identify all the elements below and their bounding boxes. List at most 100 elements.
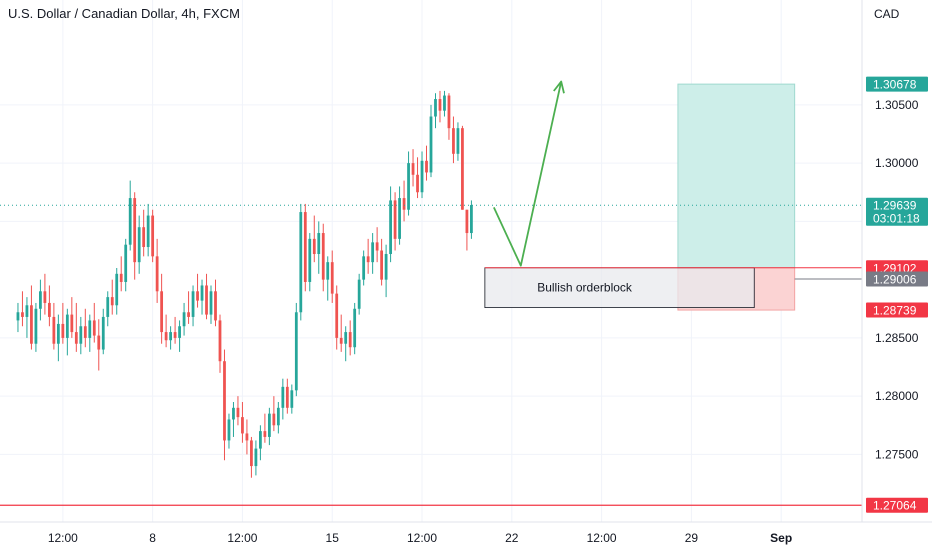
candle-body xyxy=(61,323,65,338)
candle-body xyxy=(83,326,87,338)
candle-body xyxy=(218,320,222,362)
candle-body xyxy=(425,160,428,173)
price-tag xyxy=(866,197,928,226)
candle-body xyxy=(16,312,20,321)
candle-body xyxy=(348,332,352,348)
x-tick-label: 15 xyxy=(326,531,340,545)
candle-body xyxy=(335,293,339,338)
candle-body xyxy=(389,200,392,255)
price-tags: 1.306781.2963903:01:181.291021.290061.28… xyxy=(866,76,928,513)
orderblock-label: Bullish orderblock xyxy=(537,281,633,295)
candle-body xyxy=(236,407,240,418)
candle-body xyxy=(133,198,137,263)
candle-body xyxy=(191,291,195,317)
candle-body xyxy=(380,250,384,280)
candle-body xyxy=(128,198,132,245)
candle-body xyxy=(443,95,446,111)
candle-body xyxy=(241,417,244,434)
candle-body xyxy=(429,116,433,173)
candle-body xyxy=(393,200,397,239)
candle-body xyxy=(97,335,101,350)
annotation-overlay xyxy=(493,80,565,267)
x-tick-label: 12:00 xyxy=(227,531,257,545)
candle-body xyxy=(200,285,204,301)
candle-body xyxy=(434,99,437,117)
candle-body xyxy=(398,198,401,239)
candle-body xyxy=(106,297,110,317)
candle-body xyxy=(21,312,24,317)
candles xyxy=(16,90,473,478)
candle-body xyxy=(353,308,357,348)
price-tag xyxy=(866,302,928,318)
candle-body xyxy=(263,431,267,437)
candle-body xyxy=(357,279,361,309)
arrow-head xyxy=(553,80,565,94)
candle-body xyxy=(465,209,469,234)
orderblock-box xyxy=(484,267,755,309)
annotation-zones: Bullish orderblock xyxy=(484,83,796,311)
x-tick-label: Sep xyxy=(770,531,792,545)
y-tick-label: 1.27500 xyxy=(875,447,919,461)
candle-body xyxy=(250,440,253,467)
x-tick-label: 12:00 xyxy=(48,531,78,545)
candle-body xyxy=(362,256,366,280)
candle-body xyxy=(407,163,410,210)
x-tick-label: 12:00 xyxy=(407,531,437,545)
candle-body xyxy=(299,212,303,313)
candle-body xyxy=(209,291,213,315)
candle-body xyxy=(308,238,312,282)
candle-body xyxy=(142,227,146,248)
candle-body xyxy=(146,215,150,248)
candle-body xyxy=(115,273,119,306)
price-tag xyxy=(866,76,928,92)
candle-body xyxy=(88,320,92,338)
candle-body xyxy=(420,160,424,193)
candle-body xyxy=(321,233,325,280)
candle-body xyxy=(456,128,460,154)
candle-body xyxy=(70,314,74,333)
time-axis[interactable]: 12:00 8 12:00 15 12:00 22 12:00 29 Sep xyxy=(0,521,932,545)
countdown-label: 03:01:18 xyxy=(873,212,920,226)
candle-body xyxy=(43,291,47,303)
x-tick-label: 22 xyxy=(505,531,519,545)
horizontal-levels xyxy=(0,204,862,506)
price-tag-label: 1.27064 xyxy=(873,499,917,513)
candle-body xyxy=(290,390,294,408)
candle-body xyxy=(39,291,42,309)
candle-body xyxy=(294,312,298,391)
price-tag-label: 1.28739 xyxy=(873,304,917,318)
candle-body xyxy=(470,205,473,234)
candle-body xyxy=(223,361,226,441)
candle-body xyxy=(285,386,289,408)
price-tag-label: 1.29639 xyxy=(873,199,917,213)
candle-body xyxy=(205,285,208,315)
y-tick-label: 1.28000 xyxy=(875,389,919,403)
candle-body xyxy=(272,413,276,426)
y-tick-label: 1.28500 xyxy=(875,331,919,345)
currency-label: CAD xyxy=(874,7,900,21)
x-tick-label: 12:00 xyxy=(587,531,617,545)
candle-body xyxy=(56,323,60,344)
candle-body xyxy=(187,312,190,317)
candle-body xyxy=(214,291,217,321)
candle-body xyxy=(151,215,155,257)
x-tick-label: 8 xyxy=(149,531,156,545)
chart-title: U.S. Dollar / Canadian Dollar, 4h, FXCM xyxy=(8,6,240,21)
candle-body xyxy=(178,326,181,338)
candle-body xyxy=(303,212,307,282)
candle-body xyxy=(47,302,51,317)
candle-body xyxy=(312,238,316,255)
candle-body xyxy=(92,320,96,336)
price-tag-label: 1.30678 xyxy=(873,78,917,92)
candle-body xyxy=(52,316,56,344)
candle-body xyxy=(276,407,280,426)
candle-body xyxy=(227,419,231,441)
candle-body xyxy=(402,198,406,210)
candle-body xyxy=(267,413,271,437)
candle-body xyxy=(344,332,348,344)
candle-body xyxy=(164,332,168,341)
candle-body xyxy=(366,256,370,263)
projection-arrow xyxy=(493,81,563,267)
candle-body xyxy=(101,316,105,350)
